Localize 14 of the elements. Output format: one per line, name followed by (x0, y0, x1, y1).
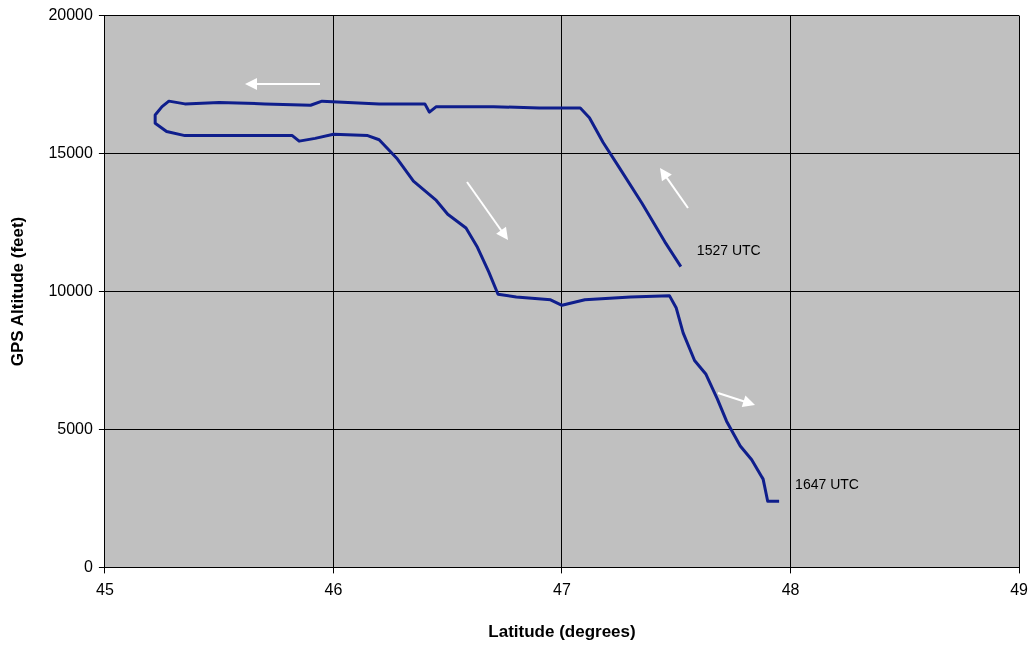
annotation: 1647 UTC (795, 476, 859, 493)
y-tick-label: 20000 (48, 6, 93, 24)
x-axis-title: Latitude (degrees) (488, 622, 636, 642)
y-tick-label: 10000 (48, 281, 93, 299)
annotation: 1527 UTC (696, 241, 761, 258)
y-tick-label: 5000 (57, 419, 93, 437)
x-tick-label: 46 (324, 581, 343, 599)
x-tick-label: 49 (1010, 581, 1029, 599)
x-tick-label: 48 (781, 581, 800, 599)
y-tick-label: 0 (83, 557, 93, 575)
x-tick-label: 47 (553, 581, 571, 599)
y-axis-title: GPS Altitude (feet) (7, 216, 27, 367)
x-tick-label: 45 (95, 581, 114, 599)
y-tick-label: 15000 (48, 143, 93, 161)
